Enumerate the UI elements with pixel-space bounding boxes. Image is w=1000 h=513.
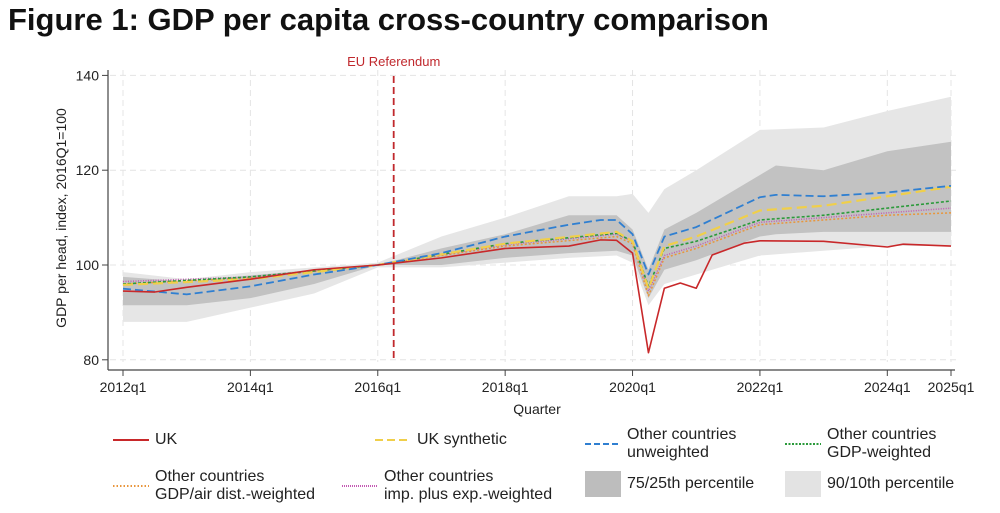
x-tick-label: 2012q1 xyxy=(100,379,147,395)
legend-label: Other countries unweighted xyxy=(627,426,737,461)
x-tick-label: 2020q1 xyxy=(609,379,656,395)
band-90-10th-percentile xyxy=(123,96,951,322)
legend-label: Other countries GDP-weighted xyxy=(827,426,937,461)
legend-item: Other countries unweighted xyxy=(585,426,736,462)
legend-item: Other countries GDP-weighted xyxy=(785,426,936,462)
legend-label: UK xyxy=(155,431,178,448)
legend-item: Other countries GDP/air dist.-weighted xyxy=(113,468,315,504)
referendum-label: EU Referendum xyxy=(347,54,440,69)
legend-swatch xyxy=(785,443,821,445)
x-tick-label: 2018q1 xyxy=(482,379,529,395)
legend-swatch xyxy=(113,439,149,441)
y-tick-label: 140 xyxy=(76,67,100,83)
legend-swatch xyxy=(113,485,149,487)
y-axis-label: GDP per head, index, 2016Q1=100 xyxy=(53,108,69,328)
legend-label: 90/10th percentile xyxy=(827,475,955,492)
series-other-countries-gdp-air-dist-weighted xyxy=(122,212,952,297)
series-other-countries-unweighted xyxy=(122,184,952,296)
figure-title: Figure 1: GDP per capita cross-country c… xyxy=(8,2,769,37)
legend-swatch xyxy=(375,439,411,441)
legend-swatch xyxy=(342,485,378,487)
legend-item: UK xyxy=(113,431,177,449)
legend-label: 75/25th percentile xyxy=(627,475,755,492)
y-tick-label: 120 xyxy=(76,162,100,178)
legend-item: Other countries imp. plus exp.-weighted xyxy=(342,468,552,504)
legend-label: Other countries imp. plus exp.-weighted xyxy=(384,468,553,503)
band-75-25th-percentile xyxy=(123,141,951,306)
legend-swatch xyxy=(785,471,821,497)
x-tick-label: 2022q1 xyxy=(737,379,784,395)
legend-item: 90/10th percentile xyxy=(785,471,954,497)
x-axis-label: Quarter xyxy=(513,401,561,417)
legend-item: 75/25th percentile xyxy=(585,471,754,497)
series-uk xyxy=(122,239,952,354)
x-tick-label: 2014q1 xyxy=(227,379,274,395)
y-tick-label: 80 xyxy=(83,352,99,368)
legend-label: UK synthetic xyxy=(417,431,507,448)
y-tick-label: 100 xyxy=(76,257,100,273)
x-tick-label: 2024q1 xyxy=(864,379,911,395)
x-tick-label: 2016q1 xyxy=(354,379,401,395)
legend-swatch xyxy=(585,443,621,445)
legend-swatch xyxy=(585,471,621,497)
legend-label: Other countries GDP/air dist.-weighted xyxy=(155,468,316,503)
x-tick-label: 2025q1 xyxy=(928,379,975,395)
legend-item: UK synthetic xyxy=(375,431,507,449)
